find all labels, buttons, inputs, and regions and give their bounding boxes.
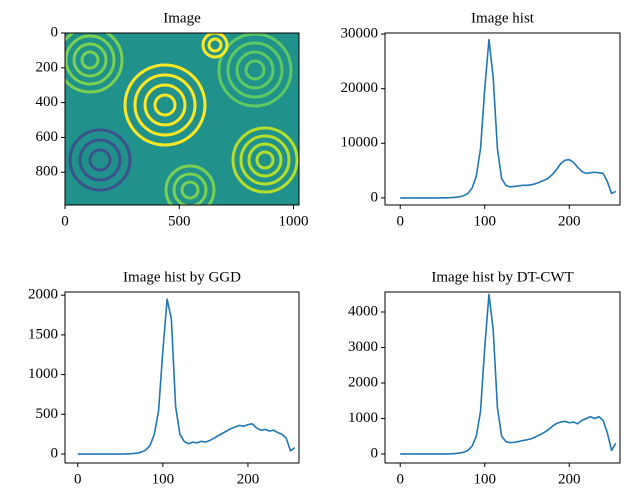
y-tick-label: 2000 [348, 374, 378, 390]
subplot-title: Image hist by GGD [123, 269, 241, 285]
y-tick-label: 400 [36, 94, 59, 110]
subplot-title: Image hist by DT-CWT [431, 269, 573, 285]
y-tick-label: 20000 [341, 80, 379, 96]
subplot-title: Image hist [471, 10, 535, 26]
y-tick-label: 0 [51, 445, 59, 461]
x-tick-label: 100 [473, 213, 496, 229]
y-tick-label: 3000 [348, 339, 378, 355]
axes-frame [64, 32, 300, 206]
line-series [77, 298, 296, 455]
y-tick-label: 600 [36, 129, 59, 145]
x-tick-label: 0 [396, 471, 404, 487]
y-tick-label: 0 [51, 24, 59, 40]
x-tick-label: 500 [168, 213, 191, 229]
y-tick-label: 0 [371, 189, 379, 205]
y-tick-label: 4000 [348, 303, 378, 319]
x-tick-label: 100 [152, 471, 175, 487]
y-tick-label: 1000 [28, 366, 58, 382]
y-tick-label: 10000 [341, 135, 379, 151]
axes-frame [64, 291, 300, 464]
x-tick-label: 0 [61, 213, 69, 229]
line-series [400, 38, 617, 199]
y-tick-label: 1000 [348, 410, 378, 426]
y-tick-label: 800 [36, 164, 59, 180]
y-tick-label: 200 [36, 59, 59, 75]
y-tick-label: 0 [371, 445, 379, 461]
x-tick-label: 200 [558, 471, 581, 487]
subplot-title: Image [163, 10, 201, 26]
axes-frame [384, 291, 621, 464]
x-tick-label: 200 [558, 213, 581, 229]
y-tick-label: 1500 [28, 326, 58, 342]
x-tick-label: 200 [237, 471, 260, 487]
image-picture [65, 33, 299, 205]
line-series [400, 293, 617, 455]
x-tick-label: 0 [396, 213, 404, 229]
y-tick-label: 500 [36, 406, 59, 422]
y-tick-label: 2000 [28, 287, 58, 303]
x-tick-label: 0 [74, 471, 82, 487]
y-tick-label: 30000 [341, 26, 379, 42]
x-tick-label: 1000 [279, 213, 309, 229]
axes-frame [384, 32, 621, 206]
x-tick-label: 100 [473, 471, 496, 487]
